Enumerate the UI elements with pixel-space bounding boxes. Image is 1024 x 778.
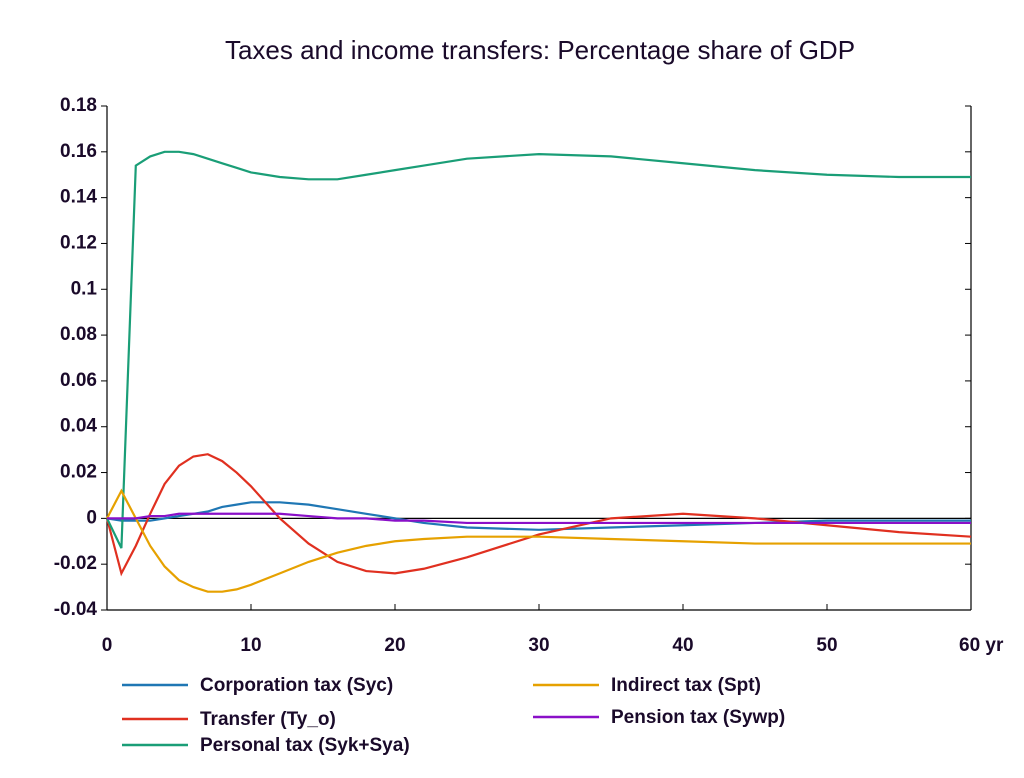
x-tick-label: 60 yr [959,635,1004,656]
x-tick-label: 10 [240,635,261,656]
legend-label: Personal tax (Syk+Sya) [200,735,410,756]
y-tick-label: 0.02 [60,462,97,483]
y-tick-label: 0.18 [60,95,97,116]
legend-label: Transfer (Ty_o) [200,709,336,730]
series-line [105,453,972,577]
series-line [106,501,971,531]
legend-label: Pension tax (Sywp) [611,707,785,728]
y-tick-label: 0.1 [71,278,98,299]
y-tick-label: 0 [86,507,97,528]
y-tick-label: -0.02 [54,553,97,574]
series-line [106,488,971,593]
y-tick-label: 0.12 [60,232,97,253]
y-tick-label: 0.16 [60,141,97,162]
series-line [106,150,971,549]
chart-title: Taxes and income transfers: Percentage s… [225,35,855,65]
x-tick-label: 30 [528,635,549,656]
y-tick-label: 0.08 [60,324,97,345]
y-tick-label: 0.04 [60,416,97,437]
y-tick-label: 0.14 [60,187,97,208]
x-tick-label: 0 [102,635,113,656]
x-tick-label: 20 [384,635,405,656]
legend-label: Corporation tax (Syc) [200,675,393,696]
x-tick-label: 40 [672,635,693,656]
y-tick-label: -0.04 [54,599,98,620]
series-line [107,512,971,525]
legend-label: Indirect tax (Spt) [611,675,761,696]
y-tick-label: 0.06 [60,370,97,391]
x-tick-label: 50 [816,635,837,656]
